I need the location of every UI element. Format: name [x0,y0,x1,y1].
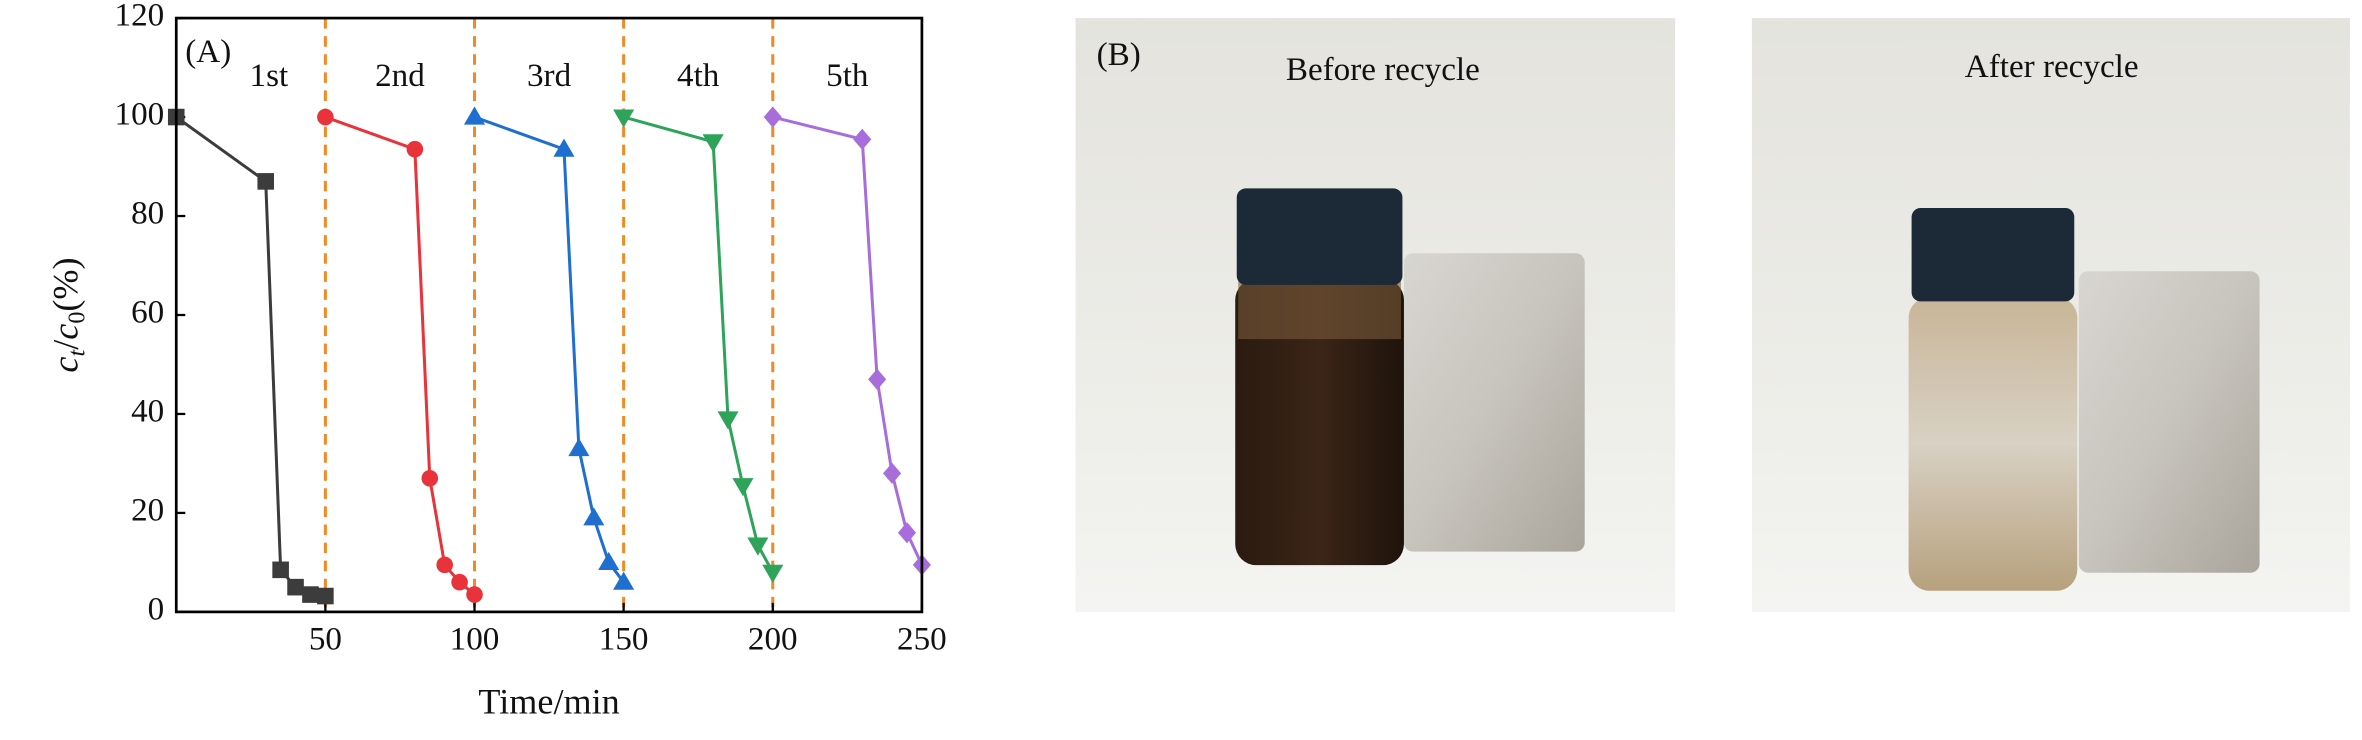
data-point [421,469,439,487]
y-axis-label-part: / [46,339,86,350]
data-point [853,128,872,150]
data-point [317,108,334,126]
magnet [1403,253,1585,552]
y-tick-label: 60 [131,294,164,331]
cycle-label: 2nd [375,57,425,94]
foam [1238,278,1401,340]
cap [1236,188,1403,285]
x-tick-label: 200 [748,621,798,658]
data-point [868,368,887,390]
y-tick-label: 80 [131,195,164,232]
data-point [257,173,275,190]
data-point [747,537,769,556]
magnet [2078,271,2260,573]
data-point [613,109,635,128]
x-axis-label: Time/min [478,682,619,722]
data-point [897,522,917,544]
data-point [466,586,483,603]
cycle-label: 3rd [527,57,572,94]
data-point [717,411,739,430]
data-point [317,587,334,605]
data-point [702,134,724,153]
y-tick-label: 100 [115,96,165,133]
series-line [473,115,625,584]
cycle-label: 5th [826,57,869,94]
x-tick-label: 50 [309,621,342,658]
data-point [568,438,590,457]
panel-label: (A) [185,33,231,70]
panel-label: (B) [1097,36,1141,73]
photo-caption: After recycle [1965,48,2139,85]
y-tick-label: 40 [131,393,164,430]
series-line [623,115,775,574]
cap [1911,207,2075,302]
y-axis-label-part: c [46,357,86,373]
x-tick-label: 150 [599,621,649,658]
x-tick-label: 250 [897,621,947,658]
data-point [583,507,605,526]
data-point [553,138,575,157]
photo-caption: Before recycle [1286,51,1480,88]
data-point [406,140,424,158]
data-point [762,564,784,583]
data-point [763,106,782,128]
series-line [175,115,326,598]
plot-frame [174,16,924,614]
cycle-label: 4th [677,57,720,94]
y-axis-label-part: c [46,324,86,340]
chart-a: 0 20 40 60 80 100 120 50 100 150 200 250 Time/min ct/… [46,0,947,722]
y-axis-label-part: t [64,348,90,356]
data-point [436,556,453,574]
photo-before: (B) Before recycle [1075,18,1676,612]
vial [1235,278,1404,566]
data-point [732,478,754,497]
y-axis-label-part: (%) [46,257,86,311]
y-tick-label: 20 [131,492,164,529]
series-line [324,115,476,596]
y-axis-label: ct/c0(%) [46,257,90,372]
data-point [598,551,620,570]
data-point [302,586,319,603]
vial [1908,296,2078,591]
cycle-label: 1st [250,57,289,94]
y-axis-label-part: 0 [64,312,90,324]
data-point [613,571,635,590]
photo-after: After recycle [1751,18,2350,612]
data-point [272,561,289,579]
y-tick-label: 120 [115,0,165,34]
data-point [451,573,468,591]
x-tick-label: 100 [450,621,500,658]
data-point [463,106,486,125]
y-tick-label: 0 [148,590,165,627]
series-line [772,115,924,566]
data-point [883,462,902,484]
data-point [287,578,304,596]
